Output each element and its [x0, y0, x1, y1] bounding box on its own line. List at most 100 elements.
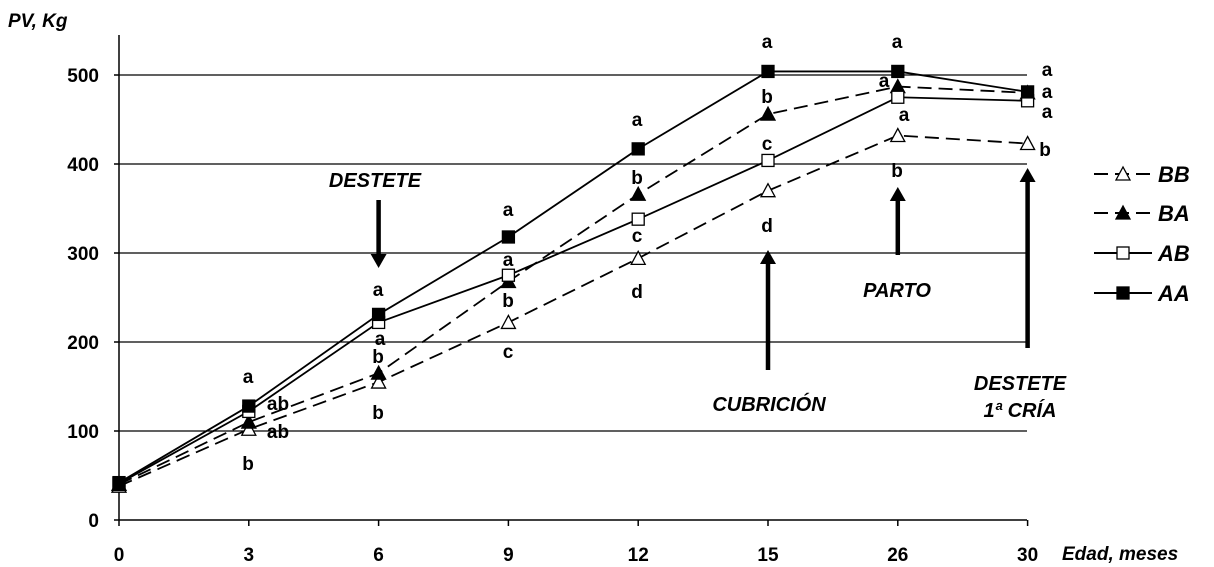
series-line-AA	[118, 70, 1028, 484]
sig-label-BA-3: ab	[267, 422, 289, 443]
data-point-BB-9	[500, 314, 517, 330]
x-tick-label: 12	[628, 545, 649, 566]
sig-label-AB-15: c	[762, 134, 773, 155]
sig-label-BA-15: b	[761, 87, 773, 108]
tick-labels: 0 100 200 300 400 500 0 3 6 9 12 15 26 30	[67, 66, 1038, 566]
data-point-BA-15	[759, 105, 777, 121]
legend-label: AA	[1157, 281, 1190, 306]
y-tick-label: 400	[67, 155, 99, 176]
y-tick-label: 200	[67, 333, 99, 354]
legend-marker-AA	[1116, 286, 1130, 300]
data-point-BB-30	[1019, 135, 1036, 151]
series-line-BA	[118, 85, 1028, 486]
annotation-label: PARTO	[863, 280, 931, 302]
y-tick-label: 300	[67, 244, 99, 265]
y-tick-label: 500	[67, 66, 99, 87]
sig-label-AB-12: c	[632, 226, 643, 247]
sig-label-AA-12: a	[632, 110, 643, 131]
series-AA	[112, 64, 1035, 490]
data-point-AA-9	[501, 230, 516, 244]
sig-label-AB-6: a	[375, 329, 386, 350]
data-point-AA-6	[371, 307, 386, 322]
grid-lines	[119, 74, 1027, 432]
sig-label-BA-26: a	[879, 71, 890, 92]
sig-label-AB-9: a	[503, 250, 514, 271]
annotation-label-line2: 1ª CRÍA	[984, 399, 1057, 422]
axes	[114, 35, 1029, 526]
sig-label-BB-12: d	[631, 282, 643, 303]
annotation-2-arrow-head	[889, 187, 906, 201]
legend-marker-BB	[1114, 165, 1132, 181]
data-point-BB-12	[630, 249, 647, 265]
data-point-BB-15	[759, 182, 777, 198]
sig-label-BB-15: d	[761, 216, 773, 237]
sig-label-BB-6: b	[372, 403, 384, 424]
data-point-AB-9	[501, 268, 516, 282]
data-point-BB-26	[889, 127, 906, 143]
x-tick-label: 15	[757, 545, 779, 566]
series-line-AB	[118, 96, 1028, 485]
sig-label-BB-3: b	[242, 454, 254, 475]
x-tick-label: 0	[114, 545, 125, 566]
data-point-AB-26	[891, 90, 905, 104]
data-point-BA-6	[370, 364, 387, 380]
data-point-AA-12	[631, 142, 645, 156]
y-tick-label: 100	[67, 422, 99, 443]
legend-item-BA: BA	[1094, 201, 1190, 226]
data-point-AA-0	[112, 475, 126, 490]
legend-label: AB	[1157, 241, 1190, 266]
x-tick-label: 30	[1017, 545, 1038, 566]
legend-item-AB: AB	[1094, 241, 1190, 266]
data-point-AA-30	[1020, 85, 1035, 99]
x-axis-label: Edad, meses	[1062, 544, 1178, 565]
sig-label-BA-6: b	[372, 347, 384, 368]
annotation-label: CUBRICIÓN	[712, 392, 826, 416]
x-tick-label: 3	[244, 545, 255, 566]
data-point-BA-3	[240, 413, 257, 429]
sig-label-AA-15: a	[762, 32, 773, 53]
sig-label-AA-9: a	[503, 200, 514, 221]
annotation-3-arrow-head	[1019, 168, 1036, 182]
sig-label-AA-6: a	[373, 280, 384, 301]
legend-label: BA	[1158, 201, 1190, 226]
data-point-AB-15	[761, 153, 775, 168]
annotation-label: DESTETE	[329, 170, 422, 192]
sig-label-AA-3: a	[243, 367, 254, 388]
sig-label-AA-26: a	[892, 32, 903, 53]
data-point-BB-6	[370, 373, 387, 389]
data-point-AB-12	[631, 212, 645, 226]
annotation-0-arrow-head	[370, 254, 387, 268]
sig-label-AB-26: a	[899, 105, 910, 126]
sig-label-BA-9: b	[502, 291, 514, 312]
annotation-1-arrow-head	[760, 250, 776, 264]
sig-label-BB-30: b	[1039, 140, 1051, 161]
x-tick-label: 9	[503, 545, 514, 566]
data-point-AA-15	[761, 64, 775, 79]
sig-label-AA-30: a	[1042, 60, 1053, 81]
legend-marker-BA	[1114, 204, 1132, 220]
y-tick-label: 0	[88, 511, 99, 532]
annotations: DESTETE CUBRICIÓN PARTO DESTETE 1ª CRÍA	[329, 168, 1067, 422]
legend: BB BA AB AA	[1094, 162, 1190, 306]
legend-marker-AB	[1116, 246, 1130, 260]
x-tick-label: 6	[373, 545, 384, 566]
legend-item-AA: AA	[1094, 281, 1190, 306]
series-line-BB	[118, 134, 1028, 488]
x-tick-label: 26	[887, 545, 908, 566]
sig-label-BA-30: a	[1042, 82, 1053, 103]
data-point-AA-26	[891, 64, 905, 79]
sig-label-BB-26: b	[891, 161, 903, 182]
data-point-AA-3	[242, 399, 256, 413]
sig-label-AB-3: ab	[267, 394, 289, 415]
annotation-label: DESTETE	[974, 373, 1067, 395]
series-BB	[110, 127, 1036, 493]
sig-label-AB-30: a	[1042, 102, 1053, 123]
series-group	[110, 64, 1036, 493]
y-axis-label: PV, Kg	[8, 11, 68, 32]
legend-label: BB	[1158, 162, 1190, 187]
sig-label-BA-12: b	[631, 168, 643, 189]
legend-item-BB: BB	[1094, 162, 1190, 187]
data-point-BA-12	[630, 185, 647, 201]
